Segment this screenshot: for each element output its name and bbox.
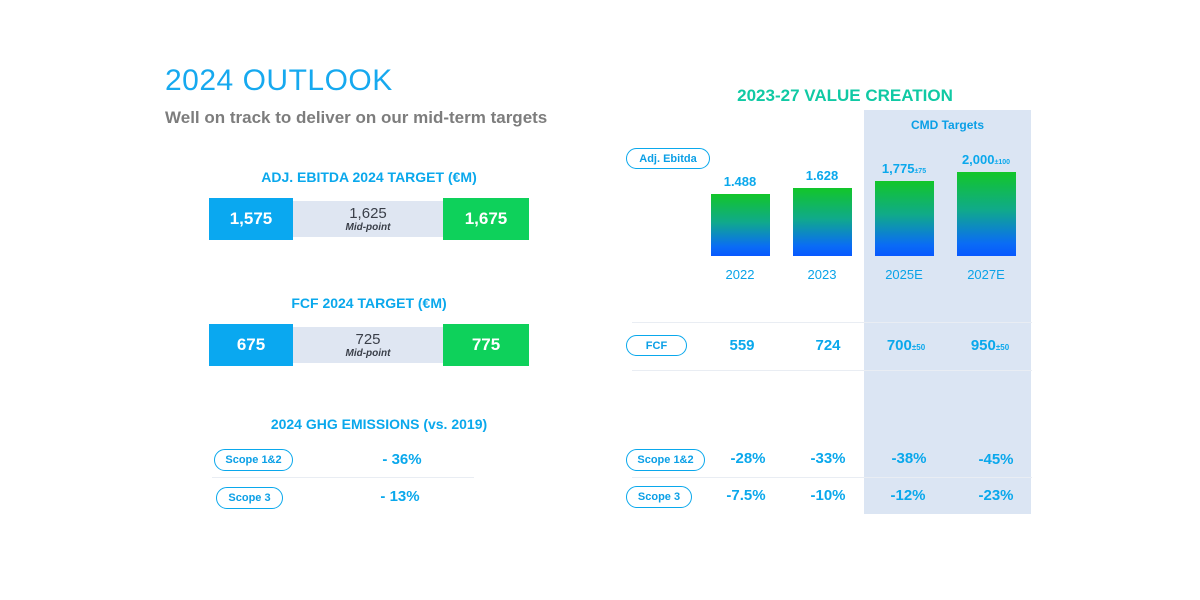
scope-row-divider bbox=[632, 477, 1032, 478]
fcf-2025e-value: 700±50 bbox=[886, 337, 926, 354]
ebitda-value-label-2023: 1.628 bbox=[805, 167, 839, 183]
ghg-scope12-pill: Scope 1&2 bbox=[214, 449, 293, 471]
fcf-2023-value: 724 bbox=[815, 337, 841, 354]
ghg-scope3-value: - 13% bbox=[380, 488, 420, 505]
fcf-mid-label: Mid-point bbox=[345, 347, 391, 359]
ebitda-target-range: 1,575 1,625 Mid-point 1,675 bbox=[209, 198, 529, 240]
fcf-mid-value: 725 bbox=[355, 330, 381, 348]
scope12-2027e-value: -45% bbox=[978, 451, 1014, 468]
page-subtitle: Well on track to deliver on our mid-term… bbox=[165, 108, 548, 127]
fcf-midpoint: 725 Mid-point bbox=[293, 327, 443, 363]
scope12-2022-value: -28% bbox=[730, 450, 766, 467]
ghg-row-divider bbox=[212, 477, 474, 478]
fcf-target-range: 675 725 Mid-point 775 bbox=[209, 324, 529, 366]
fcf-row-divider bbox=[632, 370, 1032, 371]
ebitda-target-title: ADJ. EBITDA 2024 TARGET (€M) bbox=[261, 169, 477, 185]
scope3-2027e-value: -23% bbox=[978, 487, 1014, 504]
fcf-2027e-value: 950±50 bbox=[970, 337, 1010, 354]
ebitda-bar-2027e bbox=[956, 172, 1016, 256]
scope12-2025e-value: -38% bbox=[891, 450, 927, 467]
adj-ebitda-pill: Adj. Ebitda bbox=[626, 148, 710, 169]
scope3-2023-value: -10% bbox=[810, 487, 846, 504]
chart-fcf-divider bbox=[632, 322, 1032, 323]
ebitda-mid-label: Mid-point bbox=[345, 221, 391, 233]
x-tick-2022: 2022 bbox=[725, 267, 755, 282]
ebitda-value-label-2025e: 1,775±75 bbox=[881, 161, 927, 177]
ebitda-midpoint: 1,625 Mid-point bbox=[293, 201, 443, 237]
value-creation-title: 2023-27 VALUE CREATION bbox=[737, 86, 953, 105]
scope12-row-pill: Scope 1&2 bbox=[626, 449, 705, 471]
cmd-targets-label: CMD Targets bbox=[910, 118, 985, 132]
fcf-target-title: FCF 2024 TARGET (€M) bbox=[291, 295, 447, 311]
ebitda-value-label-2027e: 2,000±100 bbox=[961, 152, 1011, 167]
x-tick-2025e: 2025E bbox=[885, 267, 923, 282]
ebitda-bar-2023 bbox=[792, 187, 852, 256]
page-title: 2024 OUTLOOK bbox=[165, 64, 393, 97]
ghg-title: 2024 GHG EMISSIONS (vs. 2019) bbox=[270, 416, 488, 432]
ghg-scope12-value: - 36% bbox=[382, 451, 422, 468]
fcf-row-pill: FCF bbox=[626, 335, 687, 356]
scope3-2025e-value: -12% bbox=[890, 487, 926, 504]
fcf-low-value: 675 bbox=[209, 324, 293, 366]
ebitda-high-value: 1,675 bbox=[443, 198, 529, 240]
x-tick-2023: 2023 bbox=[807, 267, 837, 282]
ebitda-low-value: 1,575 bbox=[209, 198, 293, 240]
fcf-2022-value: 559 bbox=[729, 337, 755, 354]
ebitda-value-label-2022: 1.488 bbox=[723, 173, 757, 189]
ghg-scope3-pill: Scope 3 bbox=[216, 487, 283, 509]
scope12-2023-value: -33% bbox=[810, 450, 846, 467]
fcf-high-value: 775 bbox=[443, 324, 529, 366]
x-tick-2027e: 2027E bbox=[967, 267, 1005, 282]
scope3-row-pill: Scope 3 bbox=[626, 486, 692, 508]
ebitda-bar-2022 bbox=[710, 193, 770, 256]
ebitda-bar-2025e bbox=[874, 181, 934, 256]
ebitda-mid-value: 1,625 bbox=[349, 204, 387, 222]
scope3-2022-value: -7.5% bbox=[726, 487, 766, 504]
